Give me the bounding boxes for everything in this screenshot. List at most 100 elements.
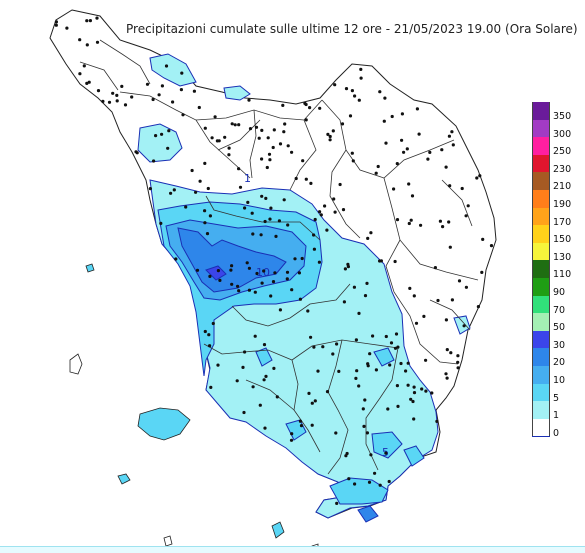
station-dot xyxy=(480,270,484,274)
station-dot xyxy=(489,244,494,248)
station-dot xyxy=(359,67,363,71)
legend-swatch xyxy=(532,207,550,226)
station-dot xyxy=(203,329,207,334)
station-dot xyxy=(476,305,480,309)
station-dot xyxy=(384,141,388,145)
station-dot xyxy=(406,361,410,365)
legend-swatch xyxy=(532,401,550,419)
legend-item: 170 xyxy=(532,207,582,228)
station-dot xyxy=(115,93,119,97)
station-dot xyxy=(258,403,262,407)
station-dot xyxy=(332,197,336,201)
station-dot xyxy=(368,352,372,356)
station-dot xyxy=(420,387,424,391)
station-dot xyxy=(115,99,119,103)
legend-label: 250 xyxy=(553,146,572,158)
station-dot xyxy=(316,369,320,373)
station-dot xyxy=(208,274,212,278)
legend-item: 110 xyxy=(532,260,582,280)
station-dot xyxy=(248,127,253,131)
station-dot xyxy=(238,185,243,189)
station-dot xyxy=(448,184,452,188)
station-dot xyxy=(390,114,394,119)
station-dot xyxy=(229,268,233,272)
station-dot xyxy=(230,282,234,286)
station-dot xyxy=(354,376,358,380)
station-dot xyxy=(262,269,266,273)
station-dot xyxy=(223,135,227,139)
station-dot xyxy=(365,281,369,285)
station-dot xyxy=(243,206,247,210)
station-dot xyxy=(237,167,241,171)
station-dot xyxy=(262,343,267,347)
station-dot xyxy=(300,256,304,261)
station-dot xyxy=(95,16,99,20)
station-dot xyxy=(208,214,212,218)
station-dot xyxy=(344,454,348,458)
station-dot xyxy=(440,148,444,152)
station-dot xyxy=(179,88,183,92)
station-dot xyxy=(309,181,313,185)
station-dot xyxy=(65,26,69,30)
station-dot xyxy=(134,150,138,154)
rain-area-5mm-grosseto xyxy=(371,431,403,459)
station-dot xyxy=(85,81,89,85)
legend-swatch xyxy=(532,102,550,120)
station-dot xyxy=(448,245,452,249)
station-dot xyxy=(304,118,308,122)
station-dot xyxy=(392,187,396,191)
legend-label: 210 xyxy=(553,181,572,193)
station-dot xyxy=(304,177,308,181)
station-dot xyxy=(230,264,234,268)
station-dot xyxy=(269,294,273,298)
station-dot xyxy=(227,146,231,150)
station-dot xyxy=(268,158,272,162)
station-dot xyxy=(347,477,351,481)
station-dot xyxy=(181,113,185,117)
legend-item: 1 xyxy=(532,401,582,421)
station-dot xyxy=(250,211,254,215)
station-dot xyxy=(274,234,278,238)
station-dot xyxy=(408,286,412,290)
station-dot xyxy=(301,159,305,163)
station-dot xyxy=(167,129,171,133)
station-dot xyxy=(192,89,196,93)
legend-item: 130 xyxy=(532,242,582,263)
station-dot xyxy=(171,100,175,104)
rain-area-10mm-tip xyxy=(357,505,379,523)
station-dot xyxy=(335,342,339,346)
station-dot xyxy=(441,225,445,229)
station-dot xyxy=(475,176,479,180)
station-dot xyxy=(354,338,358,342)
rain-area-5mm-se xyxy=(403,445,425,467)
island-gorgona xyxy=(85,263,95,273)
station-dot xyxy=(415,107,419,111)
station-dot xyxy=(206,186,210,191)
station-dot xyxy=(242,410,246,415)
legend-label: 130 xyxy=(553,251,572,263)
contour-label: 10 xyxy=(256,266,270,279)
station-dot xyxy=(412,417,416,421)
station-dot xyxy=(318,210,322,214)
station-dot xyxy=(152,159,156,163)
station-dot xyxy=(435,419,439,423)
rain-area-30mm xyxy=(205,265,227,281)
station-dot xyxy=(278,142,283,146)
station-dot xyxy=(343,267,347,271)
legend-item: 90 xyxy=(532,277,582,298)
station-dot xyxy=(208,344,212,348)
station-dot xyxy=(323,204,327,208)
station-dot xyxy=(88,19,92,23)
station-dot xyxy=(233,123,237,127)
map-title: Precipitazioni cumulate sulle ultime 12 … xyxy=(126,22,578,36)
station-dot xyxy=(325,390,330,394)
station-dot xyxy=(299,424,304,428)
station-dot xyxy=(304,102,308,107)
station-dot xyxy=(312,233,316,237)
station-dot xyxy=(307,391,311,395)
station-dot xyxy=(237,289,241,293)
legend-item: 150 xyxy=(532,225,582,245)
station-dot xyxy=(111,91,115,95)
station-dot xyxy=(447,134,451,138)
station-dot xyxy=(456,360,460,364)
